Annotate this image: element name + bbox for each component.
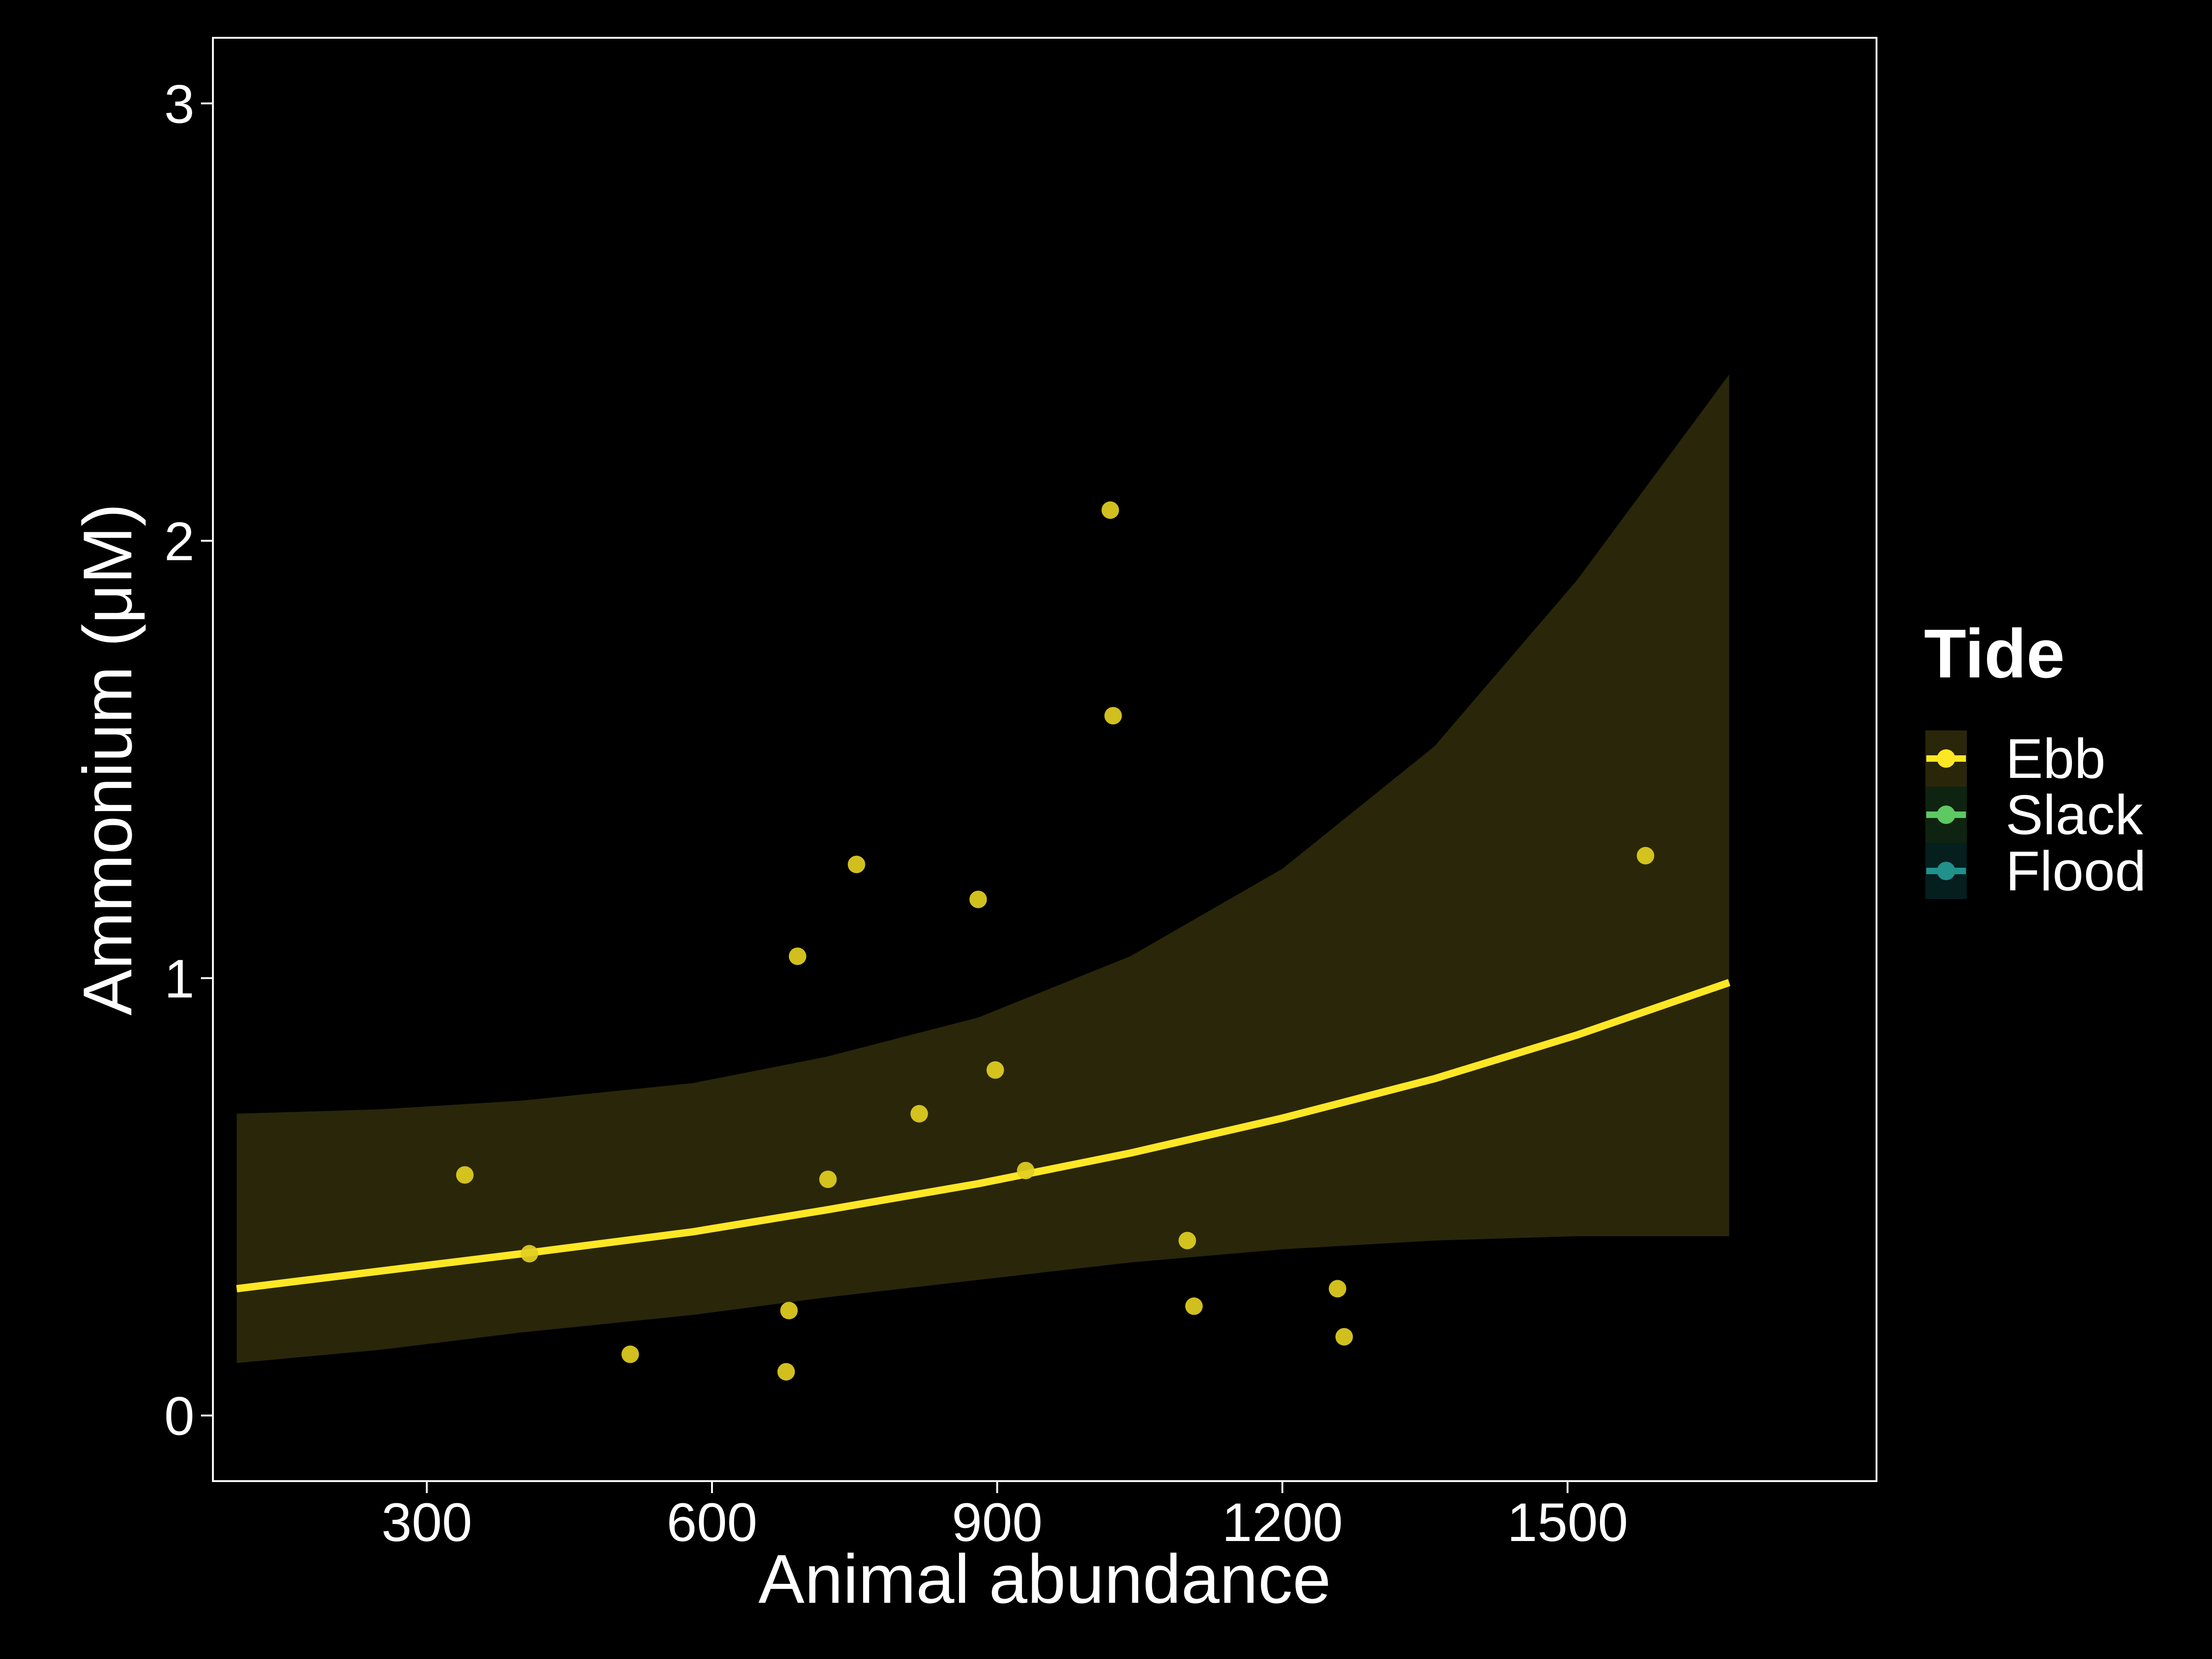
y-tick-label: 3 (164, 74, 194, 135)
x-tick-label: 1500 (1507, 1492, 1628, 1553)
data-point-ebb (1017, 1162, 1035, 1180)
y-tick-label: 0 (164, 1386, 194, 1447)
fit-line-ebb (236, 979, 1730, 1293)
data-point-ebb (780, 1301, 798, 1319)
y-axis-title: Ammonium (μM) (69, 503, 146, 1015)
data-point-ebb (788, 947, 806, 965)
data-point-ebb (1104, 707, 1122, 725)
data-point-ebb (1636, 847, 1654, 865)
y-axis: 0 1 2 3 (164, 74, 213, 1447)
legend-label-ebb: Ebb (2006, 727, 2106, 790)
confidence-band-ebb (236, 374, 1730, 1363)
y-tick-label: 2 (164, 511, 194, 572)
x-tick-label: 1200 (1222, 1492, 1343, 1553)
legend-label-slack: Slack (2006, 783, 2143, 846)
x-tick-label: 600 (667, 1492, 758, 1553)
x-tick-label: 300 (382, 1492, 472, 1553)
data-point-ebb (456, 1166, 474, 1184)
y-tick-label: 1 (164, 949, 194, 1010)
legend-point-flood (1937, 862, 1955, 880)
x-axis: 300 600 900 1200 1500 (382, 1481, 1628, 1553)
scatter-points-layer (456, 501, 1654, 1381)
data-point-ebb (777, 1363, 795, 1381)
legend-point-slack (1937, 806, 1955, 824)
data-point-ebb (969, 890, 987, 908)
x-axis-title: Animal abundance (759, 1540, 1331, 1618)
data-point-ebb (847, 855, 865, 873)
legend-point-ebb (1937, 749, 1955, 768)
confidence-band-layer (236, 374, 1730, 1363)
legend-label-flood: Flood (2006, 840, 2146, 902)
data-point-ebb (1178, 1232, 1196, 1249)
fit-line-layer (236, 979, 1730, 1293)
data-point-ebb (1329, 1280, 1347, 1298)
data-point-ebb (986, 1061, 1004, 1079)
data-point-ebb (621, 1345, 639, 1363)
x-tick-label: 900 (952, 1492, 1042, 1553)
data-point-ebb (1335, 1328, 1353, 1346)
data-point-ebb (910, 1105, 928, 1123)
data-point-ebb (1101, 501, 1119, 519)
data-point-ebb (1185, 1297, 1203, 1315)
data-point-ebb (520, 1245, 538, 1263)
data-point-ebb (819, 1171, 837, 1188)
legend-title: Tide (1924, 615, 2065, 692)
